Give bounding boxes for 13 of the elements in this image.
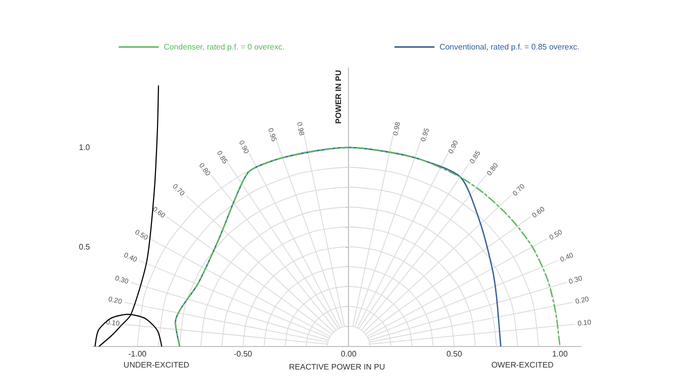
x-tick-label: 1.00: [552, 350, 568, 359]
legend-label: Condenser, rated p.f. = 0 overexc.: [164, 42, 284, 52]
x-tick-label: 0.50: [446, 350, 463, 359]
y-tick-label: 0.5: [78, 242, 91, 252]
x-tick-label: -0.50: [234, 350, 253, 359]
y-tick-label: 1.0: [78, 142, 91, 152]
text: OWER-EXCITED: [491, 360, 554, 370]
text: UNDER-EXCITED: [124, 360, 190, 370]
legend-label: Conventional, rated p.f. = 0.85 overexc.: [439, 42, 580, 52]
y-axis-title: POWER IN PU: [334, 70, 344, 124]
x-tick-label: -1.00: [128, 350, 148, 359]
x-tick-label: 0.00: [340, 350, 357, 359]
x-axis-title: REACTIVE POWER IN PU: [288, 362, 386, 372]
